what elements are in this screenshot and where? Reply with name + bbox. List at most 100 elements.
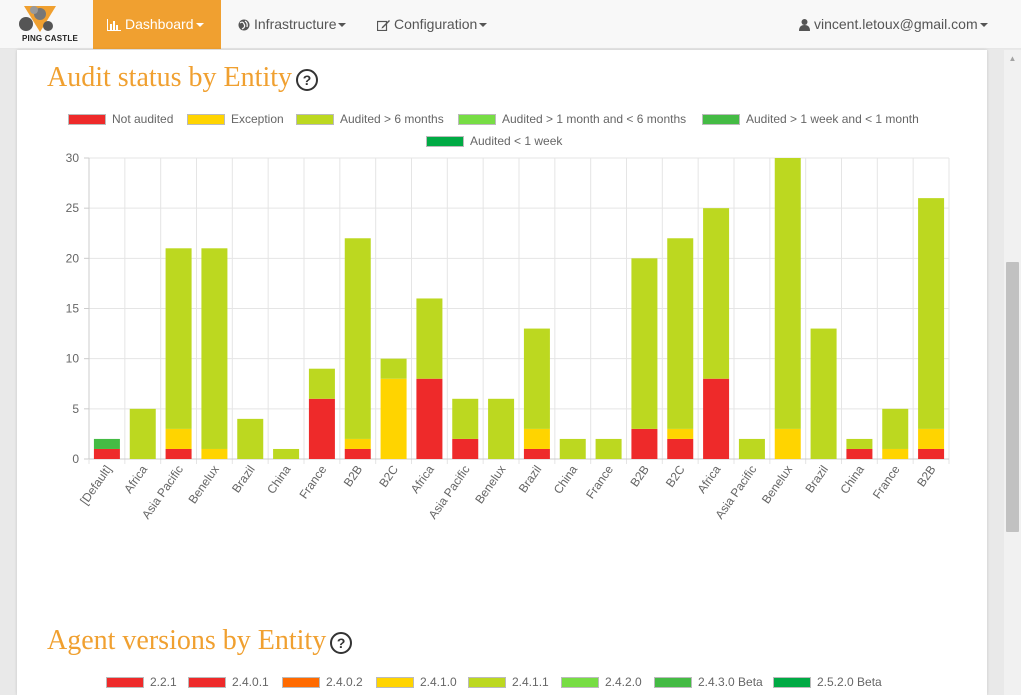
bar-segment (129, 408, 156, 459)
edit-icon (377, 20, 390, 32)
bar-segment (523, 448, 550, 459)
y-tick-label: 15 (66, 302, 80, 316)
y-tick-label: 30 (66, 151, 80, 165)
bar-segment (380, 358, 407, 379)
bar-segment (416, 298, 443, 379)
audit-legend-item[interactable]: Exception (187, 111, 284, 127)
chevron-down-icon (979, 23, 988, 28)
help-icon[interactable]: ? (296, 68, 318, 91)
legend-label: Exception (231, 112, 284, 126)
y-tick-label: 0 (72, 452, 79, 466)
bar-segment (93, 438, 120, 449)
nav-configuration-label: Configuration (394, 16, 478, 32)
nav-dashboard[interactable]: Dashboard (93, 0, 221, 49)
legend-label: 2.4.1.1 (512, 675, 549, 689)
bar-segment (631, 258, 658, 429)
legend-label: Audited > 6 months (340, 112, 444, 126)
section-title-text: Audit status by Entity (47, 62, 292, 93)
bar-segment (667, 438, 694, 459)
x-tick-label: B2C (663, 462, 688, 489)
legend-swatch (468, 677, 506, 689)
bar-segment (237, 418, 264, 459)
bar-segment (165, 248, 192, 429)
bar-segment (703, 208, 730, 379)
user-menu[interactable]: vincent.letoux@gmail.com (799, 0, 988, 49)
bar-segment (918, 448, 945, 459)
x-tick-label: Africa (408, 462, 437, 495)
bar-segment (846, 448, 873, 459)
x-tick-label: Brazil (516, 463, 545, 496)
x-tick-label: China (551, 462, 581, 496)
legend-label: 2.4.3.0 Beta (698, 675, 763, 689)
bar-segment (165, 448, 192, 459)
audit-legend-item[interactable]: Audited > 6 months (296, 111, 444, 127)
legend-label: 2.2.1 (150, 675, 177, 689)
bar-segment (201, 248, 228, 449)
legend-label: Audited > 1 week and < 1 month (746, 112, 919, 126)
audit-legend-item[interactable]: Audited > 1 month and < 6 months (458, 111, 686, 127)
bar-segment (452, 398, 479, 439)
bar-segment (523, 428, 550, 449)
x-tick-label: Brazil (802, 463, 831, 496)
legend-label: 2.4.0.2 (326, 675, 363, 689)
bar-segment (344, 438, 371, 449)
chevron-down-icon (479, 23, 488, 28)
nav-dashboard-label: Dashboard (125, 16, 194, 32)
scroll-up-icon[interactable]: ▲ (1008, 54, 1017, 63)
x-tick-label: Benelux (472, 463, 508, 507)
x-tick-label: B2B (914, 463, 938, 490)
bar-segment (344, 448, 371, 459)
x-tick-label: Benelux (759, 463, 795, 507)
agent-legend-item[interactable]: 2.2.1 (106, 674, 177, 690)
legend-swatch (702, 114, 740, 126)
agent-legend-item[interactable]: 2.4.0.1 (188, 674, 269, 690)
bar-segment (488, 398, 515, 459)
bar-segment (344, 238, 371, 439)
audit-legend-item[interactable]: Not audited (68, 111, 173, 127)
bar-segment (380, 378, 407, 459)
x-tick-label: China (837, 462, 867, 496)
x-tick-label: Africa (121, 462, 150, 495)
legend-label: 2.4.0.1 (232, 675, 269, 689)
agent-legend-item[interactable]: 2.5.2.0 Beta (773, 674, 882, 690)
audit-legend-item[interactable]: Audited < 1 week (426, 133, 562, 149)
legend-swatch (106, 677, 144, 689)
legend-swatch (458, 114, 496, 126)
user-email: vincent.letoux@gmail.com (814, 16, 978, 32)
x-tick-label: B2B (341, 463, 365, 490)
help-icon[interactable]: ? (330, 631, 353, 654)
nav-infrastructure[interactable]: Infrastructure (238, 0, 347, 49)
bar-segment (416, 378, 443, 459)
bar-segment (165, 428, 192, 449)
bar-segment (93, 448, 120, 459)
bar-segment (595, 438, 622, 459)
bar-segment (273, 448, 300, 459)
section-title-audit-status: Audit status by Entity? (47, 62, 318, 94)
x-tick-label: B2B (627, 463, 651, 490)
x-tick-label: Africa (694, 462, 723, 495)
agent-legend-item[interactable]: 2.4.1.1 (468, 674, 549, 690)
section-title-agent-versions: Agent versions by Entity? (47, 625, 353, 657)
scroll-thumb[interactable] (1006, 262, 1019, 532)
bar-segment (308, 398, 335, 459)
chevron-down-icon (195, 23, 204, 28)
audit-legend-item[interactable]: Audited > 1 week and < 1 month (702, 111, 919, 127)
legend-swatch (188, 677, 226, 689)
bar-segment (201, 448, 228, 459)
agent-legend-item[interactable]: 2.4.0.2 (282, 674, 363, 690)
legend-label: 2.4.1.0 (420, 675, 457, 689)
chevron-down-icon (338, 23, 347, 28)
agent-legend-item[interactable]: 2.4.2.0 (561, 674, 642, 690)
nav-configuration[interactable]: Configuration (377, 0, 488, 49)
bar-segment (523, 328, 550, 429)
ping-castle-logo[interactable] (14, 2, 90, 47)
page-scrollbar[interactable]: ▲ (1004, 50, 1021, 695)
y-tick-label: 20 (66, 251, 80, 265)
x-tick-label: China (264, 462, 294, 496)
agent-legend-item[interactable]: 2.4.3.0 Beta (654, 674, 763, 690)
bar-segment (882, 448, 909, 459)
agent-legend-item[interactable]: 2.4.1.0 (376, 674, 457, 690)
x-tick-label: France (583, 462, 616, 501)
legend-swatch (296, 114, 334, 126)
